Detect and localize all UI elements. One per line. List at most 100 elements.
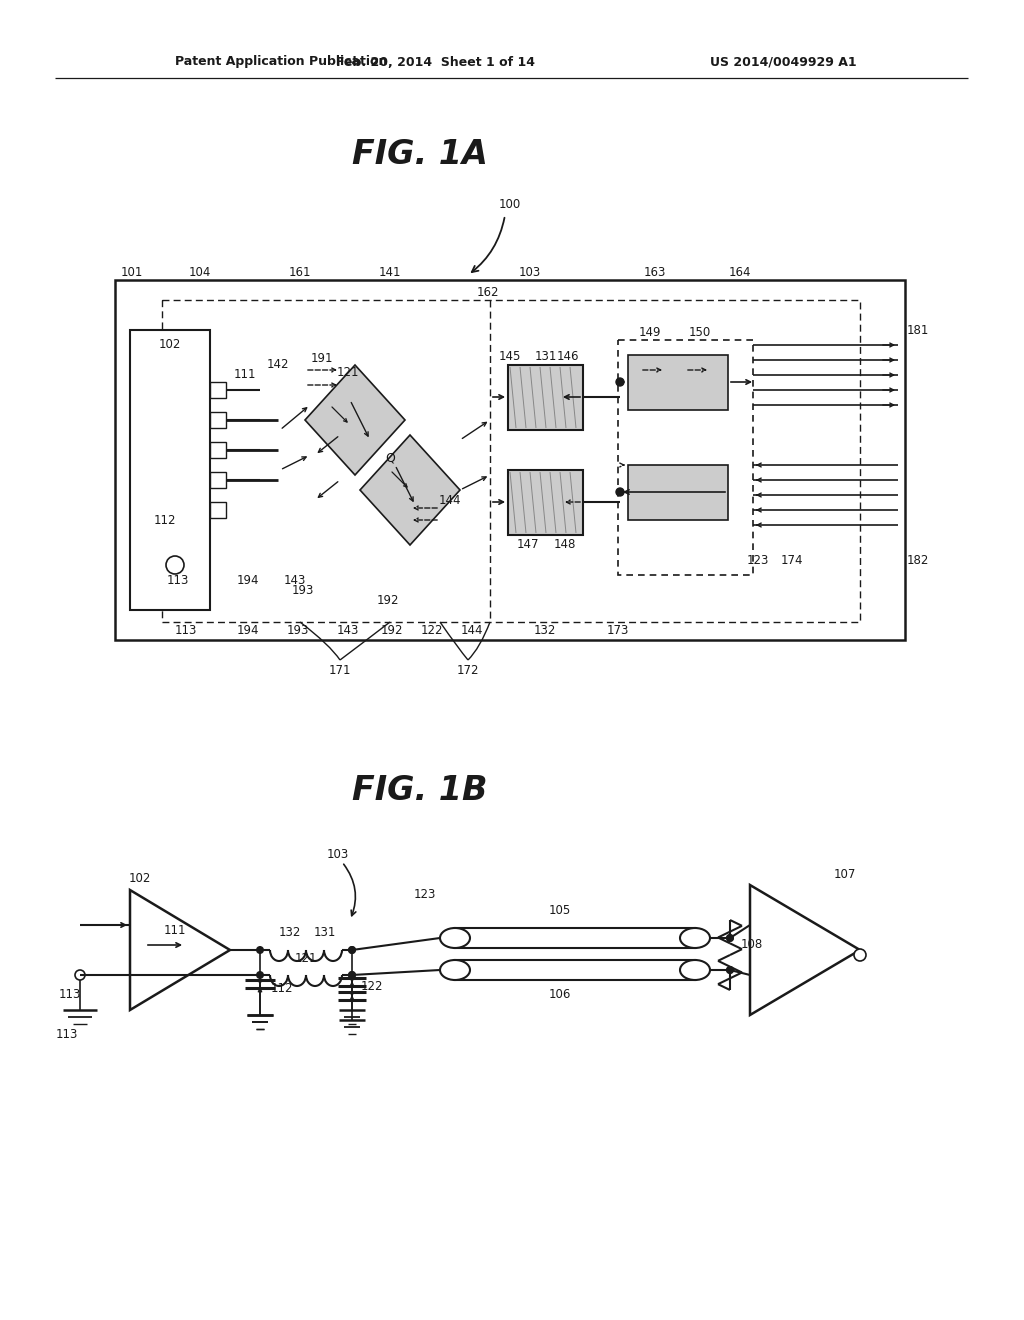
Text: 103: 103 [327, 849, 349, 862]
Text: 111: 111 [233, 368, 256, 381]
Polygon shape [305, 366, 406, 475]
Text: 149: 149 [639, 326, 662, 338]
Text: 106: 106 [549, 989, 571, 1002]
Text: Q: Q [385, 451, 395, 465]
Text: 141: 141 [379, 265, 401, 279]
Circle shape [166, 556, 184, 574]
Text: 108: 108 [741, 939, 763, 952]
Text: 171: 171 [329, 664, 351, 676]
Text: 113: 113 [58, 989, 81, 1002]
Circle shape [726, 966, 734, 974]
Bar [628, 355, 728, 411]
Bar [508, 470, 583, 535]
Bar [618, 341, 753, 576]
Text: US 2014/0049929 A1: US 2014/0049929 A1 [710, 55, 857, 69]
Circle shape [256, 972, 264, 979]
Text: 145: 145 [499, 351, 521, 363]
Text: 194: 194 [237, 573, 259, 586]
Bar [210, 381, 226, 399]
Text: 143: 143 [284, 573, 306, 586]
Circle shape [854, 949, 866, 961]
Text: 123: 123 [414, 888, 436, 902]
Circle shape [348, 946, 356, 954]
Text: 107: 107 [834, 869, 856, 882]
Circle shape [75, 970, 85, 979]
Bar [455, 928, 695, 948]
Circle shape [726, 966, 734, 974]
Circle shape [348, 946, 356, 954]
Text: 147: 147 [517, 539, 540, 552]
Circle shape [348, 972, 356, 979]
Circle shape [726, 935, 734, 942]
Circle shape [256, 946, 264, 954]
Text: 161: 161 [289, 265, 311, 279]
Polygon shape [750, 884, 860, 1015]
Text: 113: 113 [175, 624, 198, 638]
Text: 191: 191 [310, 351, 333, 364]
Text: 163: 163 [644, 265, 667, 279]
Bar [455, 960, 695, 979]
Text: 112: 112 [154, 513, 176, 527]
Text: 148: 148 [554, 539, 577, 552]
Text: 122: 122 [360, 979, 383, 993]
Text: 102: 102 [129, 871, 152, 884]
Text: 193: 193 [292, 583, 314, 597]
Text: 113: 113 [56, 1028, 78, 1041]
Text: Feb. 20, 2014  Sheet 1 of 14: Feb. 20, 2014 Sheet 1 of 14 [336, 55, 535, 69]
Text: 111: 111 [164, 924, 186, 936]
Bar [628, 465, 728, 520]
Text: 150: 150 [689, 326, 711, 338]
Text: 142: 142 [266, 359, 289, 371]
Text: 192: 192 [381, 624, 403, 638]
Text: 105: 105 [549, 903, 571, 916]
Bar [130, 330, 210, 610]
Ellipse shape [440, 928, 470, 948]
Text: 112: 112 [270, 982, 293, 994]
Text: 173: 173 [607, 624, 629, 638]
Text: 174: 174 [780, 554, 803, 568]
Polygon shape [360, 436, 460, 545]
Text: FIG. 1B: FIG. 1B [352, 774, 487, 807]
Circle shape [616, 488, 624, 496]
Bar [210, 442, 226, 458]
Bar [115, 280, 905, 640]
Bar [162, 300, 860, 622]
Text: 131: 131 [535, 351, 557, 363]
Text: 146: 146 [557, 351, 580, 363]
Text: 172: 172 [457, 664, 479, 676]
Text: 144: 144 [438, 494, 461, 507]
Text: 121: 121 [337, 366, 359, 379]
Text: 104: 104 [188, 265, 211, 279]
Ellipse shape [680, 928, 710, 948]
Polygon shape [130, 890, 230, 1010]
Text: 162: 162 [477, 285, 500, 298]
Text: Patent Application Publication: Patent Application Publication [175, 55, 387, 69]
Text: 182: 182 [907, 553, 929, 566]
Text: 103: 103 [519, 265, 541, 279]
Ellipse shape [680, 960, 710, 979]
Text: 113: 113 [167, 573, 189, 586]
Text: 143: 143 [337, 624, 359, 638]
Text: 193: 193 [287, 624, 309, 638]
Text: 132: 132 [279, 925, 301, 939]
Text: 122: 122 [421, 624, 443, 638]
Bar [210, 412, 226, 428]
Text: 101: 101 [121, 265, 143, 279]
Text: 131: 131 [313, 925, 336, 939]
Text: 164: 164 [729, 265, 752, 279]
Text: 132: 132 [534, 624, 556, 638]
Ellipse shape [440, 960, 470, 979]
Text: 192: 192 [377, 594, 399, 606]
Text: 181: 181 [907, 323, 929, 337]
Circle shape [726, 935, 734, 942]
Circle shape [348, 972, 356, 979]
Text: 144: 144 [461, 624, 483, 638]
Bar [210, 502, 226, 517]
Bar [210, 473, 226, 488]
Bar [508, 366, 583, 430]
Text: 123: 123 [746, 554, 769, 568]
Text: 100: 100 [499, 198, 521, 211]
Text: 121: 121 [295, 952, 317, 965]
Text: 102: 102 [159, 338, 181, 351]
Text: FIG. 1A: FIG. 1A [352, 139, 488, 172]
